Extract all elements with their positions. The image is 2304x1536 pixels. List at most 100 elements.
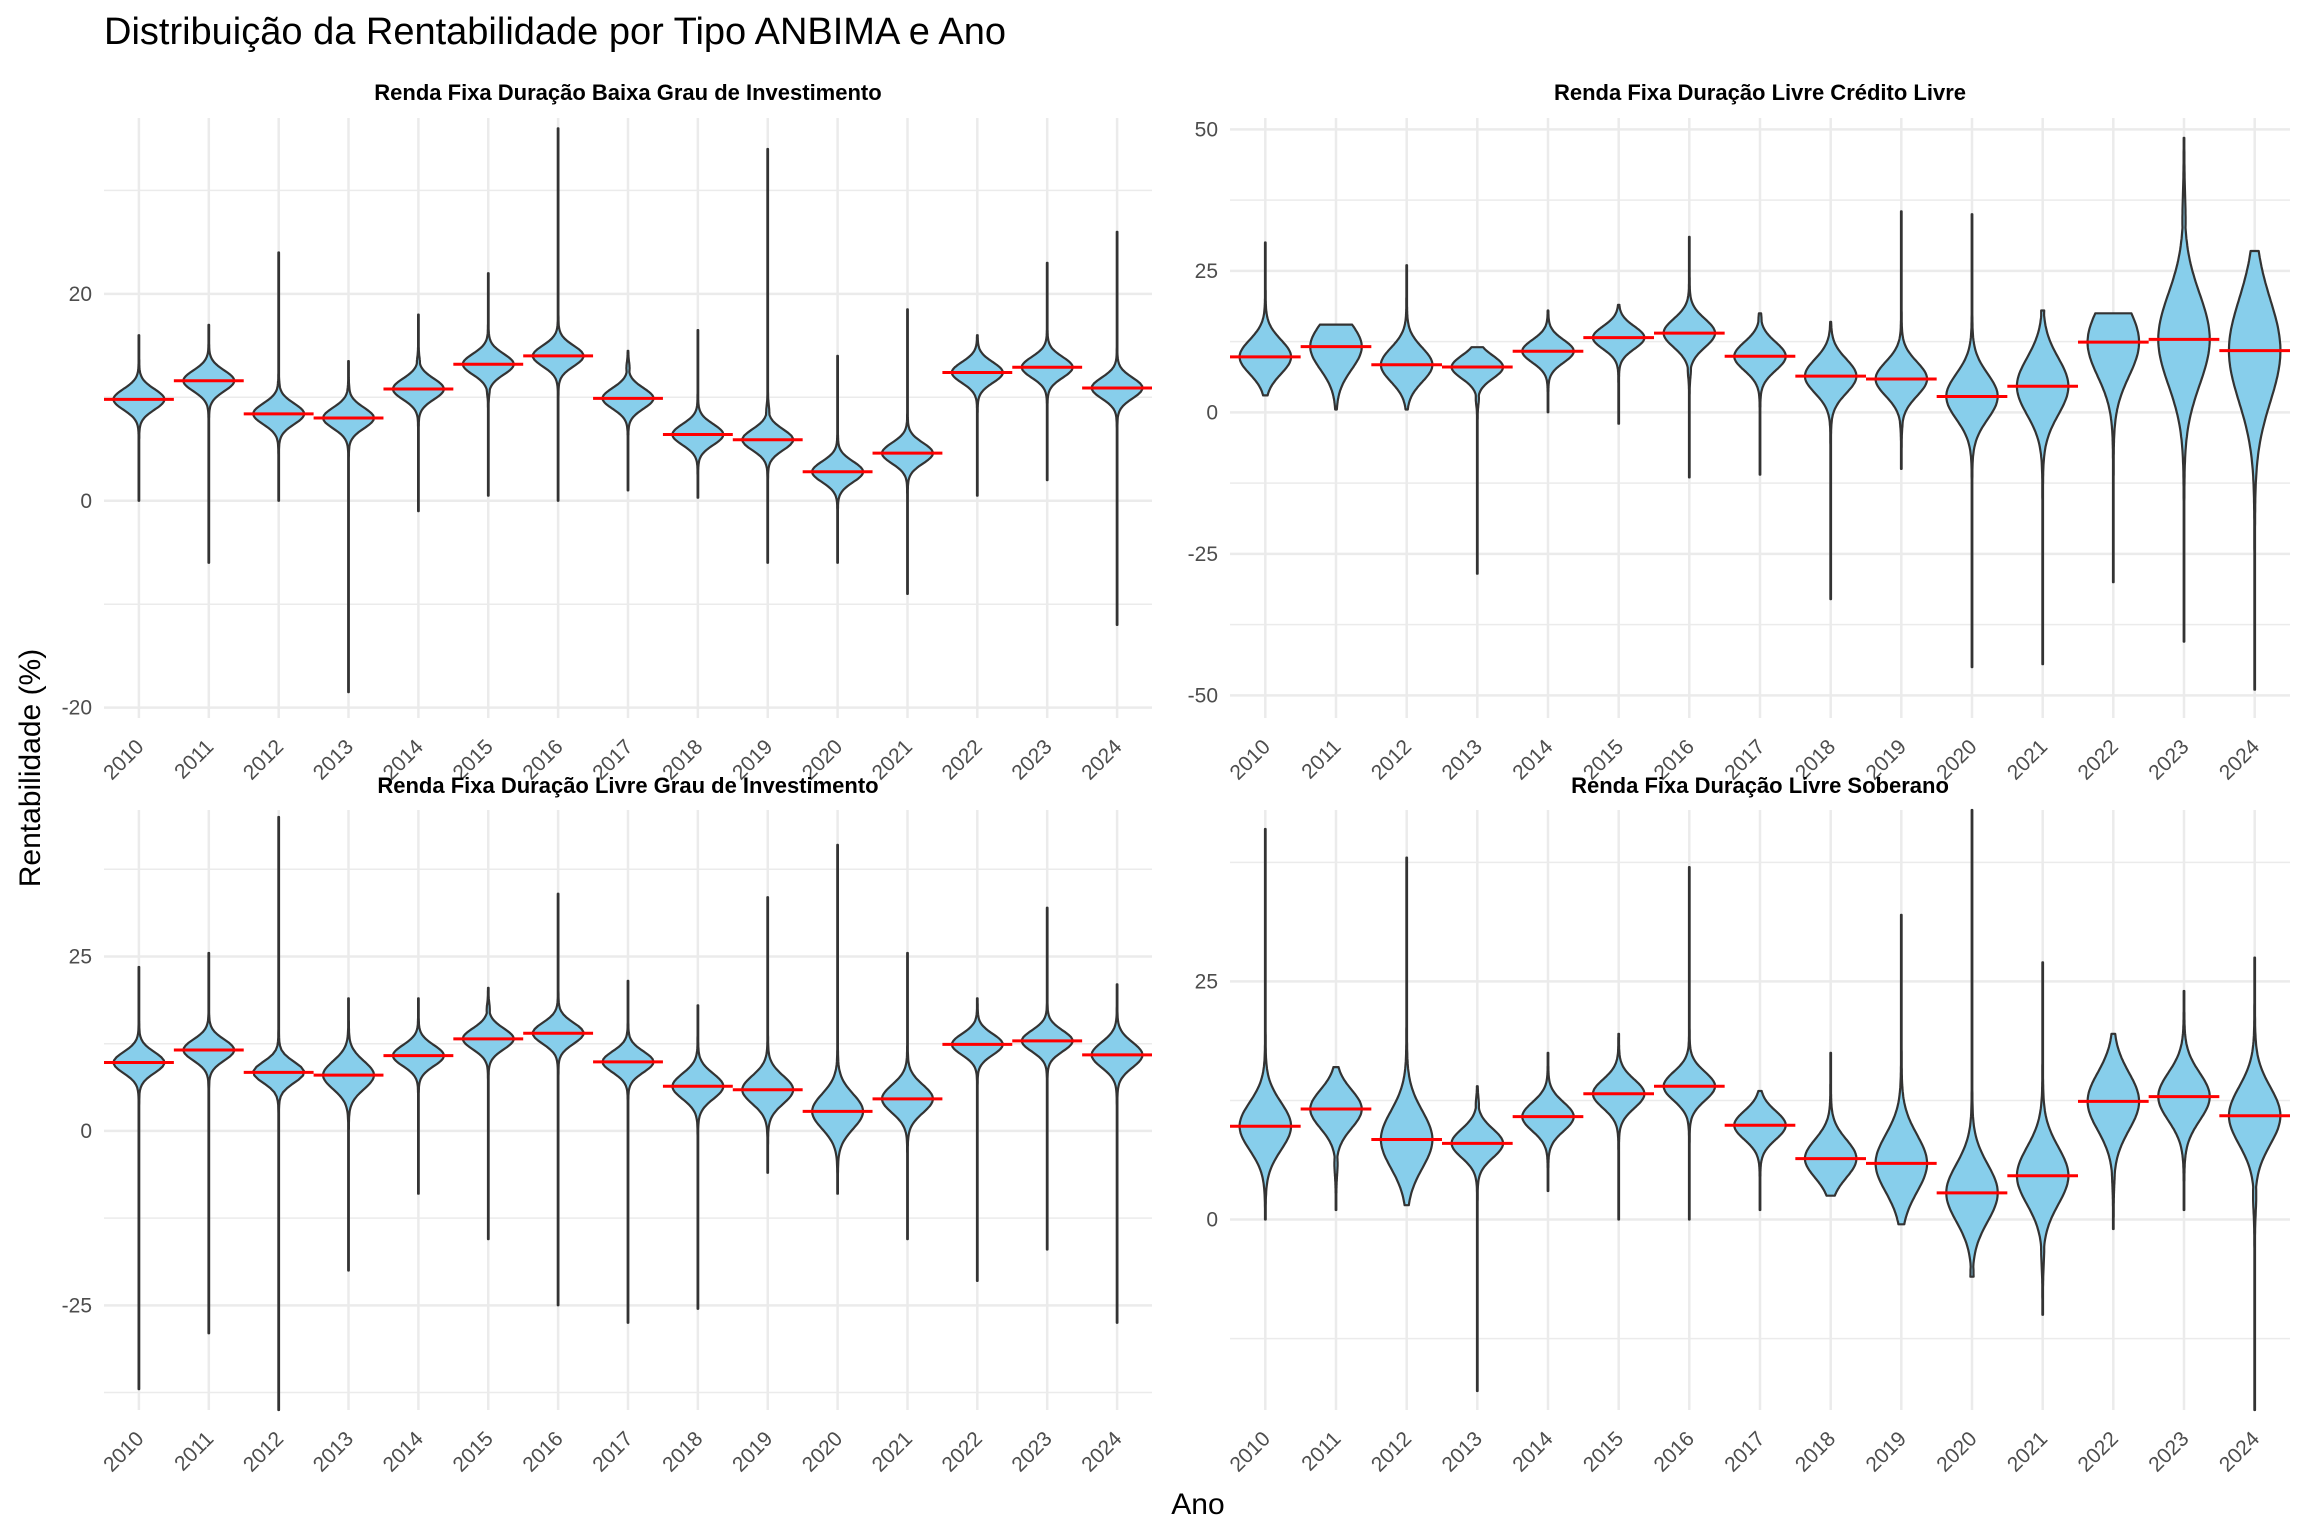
violin-2020 [1945,213,1999,669]
x-tick-label: 2017 [1720,1427,1769,1476]
violin-2018 [1803,320,1858,601]
violin-2017 [1733,1089,1787,1212]
violin-2015 [1591,1032,1646,1221]
violin-2021 [2015,961,2070,1316]
violin-2021 [880,951,934,1241]
y-tick-label: 25 [69,946,92,969]
x-tick-label: 2013 [1438,735,1487,784]
chart-title: Distribuição da Rentabilidade por Tipo A… [104,11,1006,53]
x-tick-label: 2023 [1007,735,1056,784]
violin-2011 [182,951,236,1335]
panel-1: Renda Fixa Duração Baixa Grau de Investi… [62,80,1152,785]
violin-2012 [252,251,306,502]
panels: Renda Fixa Duração Baixa Grau de Investi… [62,80,2290,1477]
x-axis-title: Ano [1171,1488,1224,1521]
violin-2014 [1521,309,1575,414]
panel-4: Renda Fixa Duração Livre Soberano 0 25 2010… [1195,773,2290,1477]
x-tick-label: 2010 [1226,1427,1275,1476]
x-tick-label: 2013 [309,735,358,784]
x-tick-label: 2015 [449,1427,498,1476]
violin-2015 [461,986,515,1241]
x-tick-label: 2014 [1508,735,1558,785]
x-tick-label: 2010 [99,1427,148,1476]
violin-2012 [252,815,306,1412]
x-tick-label: 2021 [868,1427,917,1476]
panel-title: Renda Fixa Duração Livre Grau de Investi… [377,773,878,798]
y-tick-label: 0 [80,1120,92,1143]
violin-2016 [531,127,585,502]
violin-2022 [950,997,1004,1282]
y-tick-label: 0 [1206,401,1218,424]
violin-2020 [811,843,865,1195]
violin-2013 [1450,346,1505,575]
violin-2022 [2086,1032,2141,1231]
x-tick-label: 2020 [1932,1427,1981,1476]
violin-2013 [322,360,376,694]
x-tick-label: 2019 [1862,1427,1911,1476]
y-tick-label: -25 [1188,543,1218,566]
violin-2010 [112,334,166,502]
violin-2011 [1309,1066,1363,1212]
x-tick-label: 2010 [1226,735,1275,784]
x-tick-label: 2023 [2144,735,2193,784]
violin-2011 [182,323,236,564]
x-tick-label: 2012 [239,1427,288,1476]
violin-2021 [880,308,934,595]
x-tick-label: 2024 [2215,735,2265,785]
violin-2017 [601,349,655,492]
violin-2018 [1803,1051,1858,1197]
violin-2016 [1662,866,1717,1221]
x-tick-label: 2018 [1791,1427,1840,1476]
y-tick-label: -20 [62,697,92,720]
violin-2020 [811,354,865,564]
violin-2019 [741,896,795,1174]
panel-2: Renda Fixa Duração Livre Crédito Livre -5… [1188,80,2290,785]
x-tick-label: 2012 [1367,735,1416,784]
y-tick-label: 0 [80,490,92,513]
violin-2013 [1450,1085,1505,1393]
x-tick-label: 2014 [379,1427,429,1477]
panel-title: Renda Fixa Duração Baixa Grau de Investi… [374,80,881,105]
x-tick-label: 2011 [170,1427,218,1475]
violin-2014 [1521,1051,1575,1193]
x-tick-label: 2018 [658,1427,707,1476]
x-tick-label: 2019 [728,1427,777,1476]
x-tick-label: 2012 [239,735,288,784]
x-tick-label: 2020 [798,1427,847,1476]
x-tick-label: 2015 [1579,1427,1628,1476]
y-tick-label: 25 [1195,970,1218,993]
panel-3: Renda Fixa Duração Livre Grau de Investi… [62,773,1152,1477]
violin-2024 [2227,249,2282,691]
y-tick-label: 20 [69,283,92,306]
violin-2010 [1238,241,1293,397]
violin-2018 [671,1004,725,1310]
x-tick-label: 2022 [938,1427,987,1476]
y-axis-title: Rentabilidade (%) [14,649,47,887]
x-tick-label: 2024 [1077,735,1127,785]
violin-2011 [1309,323,1363,411]
x-tick-label: 2022 [2074,1427,2123,1476]
x-tick-label: 2017 [588,1427,637,1476]
violin-2023 [1020,906,1074,1251]
violin-2024 [1090,983,1144,1324]
y-tick-label: 50 [1195,118,1218,141]
violin-2022 [2086,312,2141,584]
violin-2021 [2015,309,2070,666]
panel-title: Renda Fixa Duração Livre Soberano [1571,773,1949,798]
x-tick-label: 2011 [1297,735,1345,783]
x-tick-label: 2024 [2215,1427,2265,1477]
violin-2017 [1733,312,1787,476]
violin-2014 [391,997,445,1195]
violin-2012 [1379,856,1434,1207]
y-tick-label: 0 [1206,1209,1218,1232]
violin-2020 [1945,808,1999,1278]
violin-2023 [2157,989,2211,1212]
violin-2016 [1662,235,1717,479]
x-tick-label: 2023 [1007,1427,1056,1476]
violin-2019 [1874,210,1929,470]
x-tick-label: 2022 [938,735,987,784]
y-tick-label: -50 [1188,684,1218,707]
x-tick-label: 2011 [170,735,218,783]
violin-2018 [671,329,725,499]
